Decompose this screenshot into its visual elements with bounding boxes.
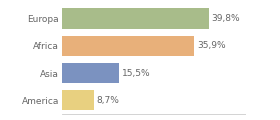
Bar [62, 63, 119, 83]
Bar [62, 90, 94, 110]
Text: 39,8%: 39,8% [212, 14, 240, 23]
Text: 8,7%: 8,7% [97, 96, 120, 105]
Text: 35,9%: 35,9% [197, 41, 226, 50]
Text: 15,5%: 15,5% [122, 69, 150, 78]
Bar [62, 36, 194, 56]
Bar [62, 8, 209, 29]
